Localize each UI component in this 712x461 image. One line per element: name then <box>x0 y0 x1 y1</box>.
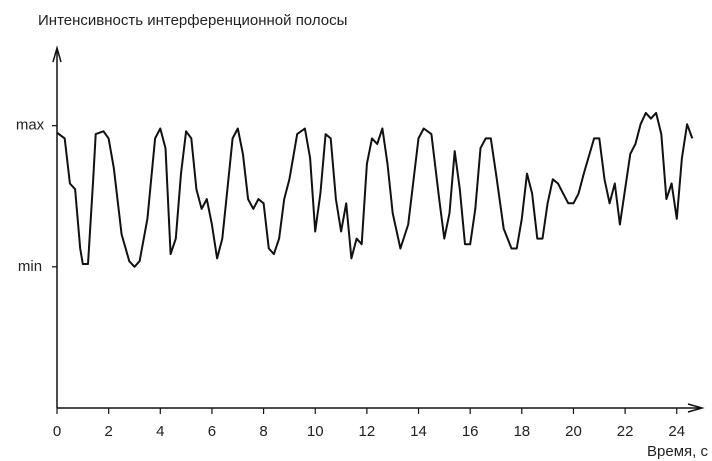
x-tick-label: 20 <box>565 423 582 440</box>
y-tick-label: min <box>18 258 42 275</box>
x-axis-arrow <box>687 403 705 413</box>
data-line <box>56 111 694 268</box>
x-tick-label: 14 <box>410 423 427 440</box>
x-tick-label: 12 <box>359 423 376 440</box>
x-tick-label: 0 <box>53 423 61 440</box>
chart-title: Интенсивность интерференционной полосы <box>38 12 347 29</box>
x-tick-label: 24 <box>668 423 685 440</box>
x-tick-label: 22 <box>617 423 634 440</box>
x-axis-label: Время, с <box>647 443 708 460</box>
x-tick-label: 16 <box>462 423 479 440</box>
x-tick-label: 6 <box>208 423 216 440</box>
y-axis-arrow <box>52 45 62 63</box>
x-tick-label: 10 <box>307 423 324 440</box>
x-tick-label: 8 <box>259 423 267 440</box>
x-tick-label: 18 <box>513 423 530 440</box>
y-tick-label: max <box>16 117 45 134</box>
x-tick-label: 4 <box>156 423 164 440</box>
x-tick-label: 2 <box>104 423 112 440</box>
